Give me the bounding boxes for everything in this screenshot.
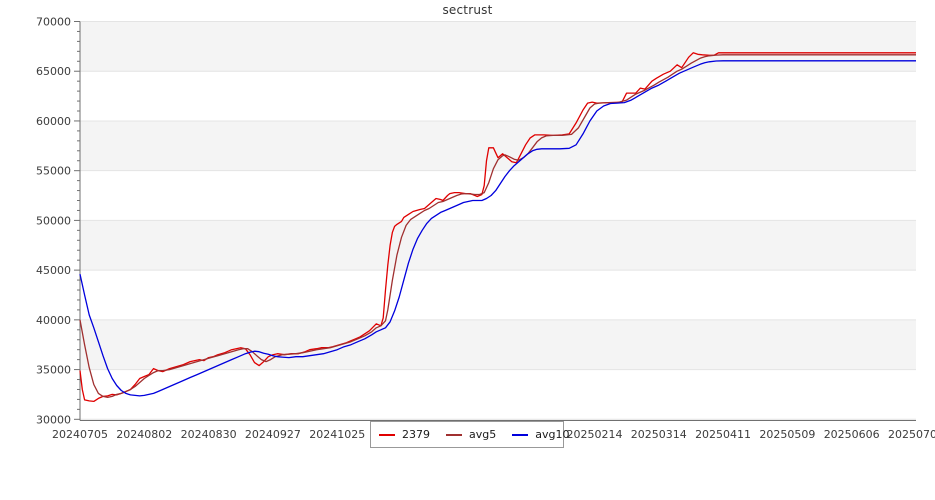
x-tick-label: 20240830 [181,428,237,441]
legend-label-avg10: avg10 [535,428,570,441]
x-tick-label: 20240802 [116,428,172,441]
background-band [80,120,916,171]
series-line-2379 [79,52,916,403]
x-tick-label: 20250704 [888,428,935,441]
y-tick-label: 70000 [36,16,71,29]
legend: 2379 avg5 avg10 [370,421,569,448]
y-tick-label: 50000 [36,214,71,227]
x-tick-label: 20241025 [309,428,365,441]
background-band [80,220,916,271]
x-tick-label: 20250509 [759,428,815,441]
legend-label-avg5: avg5 [469,428,497,441]
chart-title: sectrust [442,3,493,17]
y-tick-label: 65000 [36,65,71,78]
legend-swatch-avg5 [446,433,462,436]
y-tick-label: 35000 [36,364,71,377]
legend-item-2379: 2379 [379,428,430,441]
background-band [80,21,916,72]
legend-item-avg5: avg5 [446,428,496,441]
y-tick-label: 45000 [36,264,71,277]
x-tick-label: 20250314 [631,428,687,441]
background-band [80,319,916,370]
legend-label-2379: 2379 [402,428,430,441]
x-tick-label: 20240927 [245,428,301,441]
x-tick-label: 20250411 [695,428,751,441]
y-tick-label: 30000 [36,413,71,426]
x-tick-label: 20250214 [566,428,622,441]
y-tick-label: 40000 [36,314,71,327]
legend-swatch-2379 [379,433,395,436]
legend-swatch-avg10 [512,433,529,436]
x-tick-label: 20250606 [824,428,880,441]
y-tick-label: 55000 [36,165,71,178]
x-tick-label: 20240705 [52,428,108,441]
series-line-avg10 [79,60,916,397]
legend-item-avg10: avg10 [512,428,569,441]
series-line-avg5 [79,54,916,399]
y-tick-label: 60000 [36,115,71,128]
